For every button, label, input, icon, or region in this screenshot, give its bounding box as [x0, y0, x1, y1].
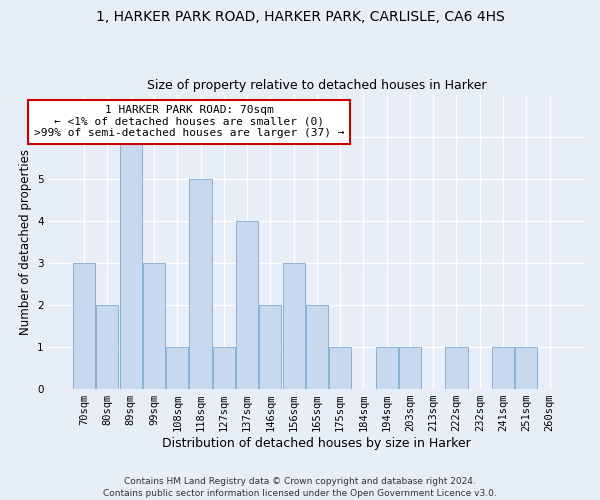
Bar [492, 347, 514, 389]
Bar [329, 347, 351, 389]
Bar [283, 263, 305, 389]
Bar [73, 263, 95, 389]
Bar [166, 347, 188, 389]
Bar [190, 178, 212, 389]
Bar [376, 347, 398, 389]
X-axis label: Distribution of detached houses by size in Harker: Distribution of detached houses by size … [163, 437, 471, 450]
Bar [306, 305, 328, 389]
Bar [213, 347, 235, 389]
Text: 1 HARKER PARK ROAD: 70sqm
← <1% of detached houses are smaller (0)
>99% of semi-: 1 HARKER PARK ROAD: 70sqm ← <1% of detac… [34, 105, 344, 138]
Y-axis label: Number of detached properties: Number of detached properties [19, 149, 32, 335]
Bar [143, 263, 165, 389]
Text: 1, HARKER PARK ROAD, HARKER PARK, CARLISLE, CA6 4HS: 1, HARKER PARK ROAD, HARKER PARK, CARLIS… [95, 10, 505, 24]
Text: Contains HM Land Registry data © Crown copyright and database right 2024.
Contai: Contains HM Land Registry data © Crown c… [103, 476, 497, 498]
Bar [515, 347, 538, 389]
Bar [119, 136, 142, 389]
Bar [399, 347, 421, 389]
Bar [445, 347, 467, 389]
Title: Size of property relative to detached houses in Harker: Size of property relative to detached ho… [147, 79, 487, 92]
Bar [236, 221, 258, 389]
Bar [259, 305, 281, 389]
Bar [97, 305, 118, 389]
